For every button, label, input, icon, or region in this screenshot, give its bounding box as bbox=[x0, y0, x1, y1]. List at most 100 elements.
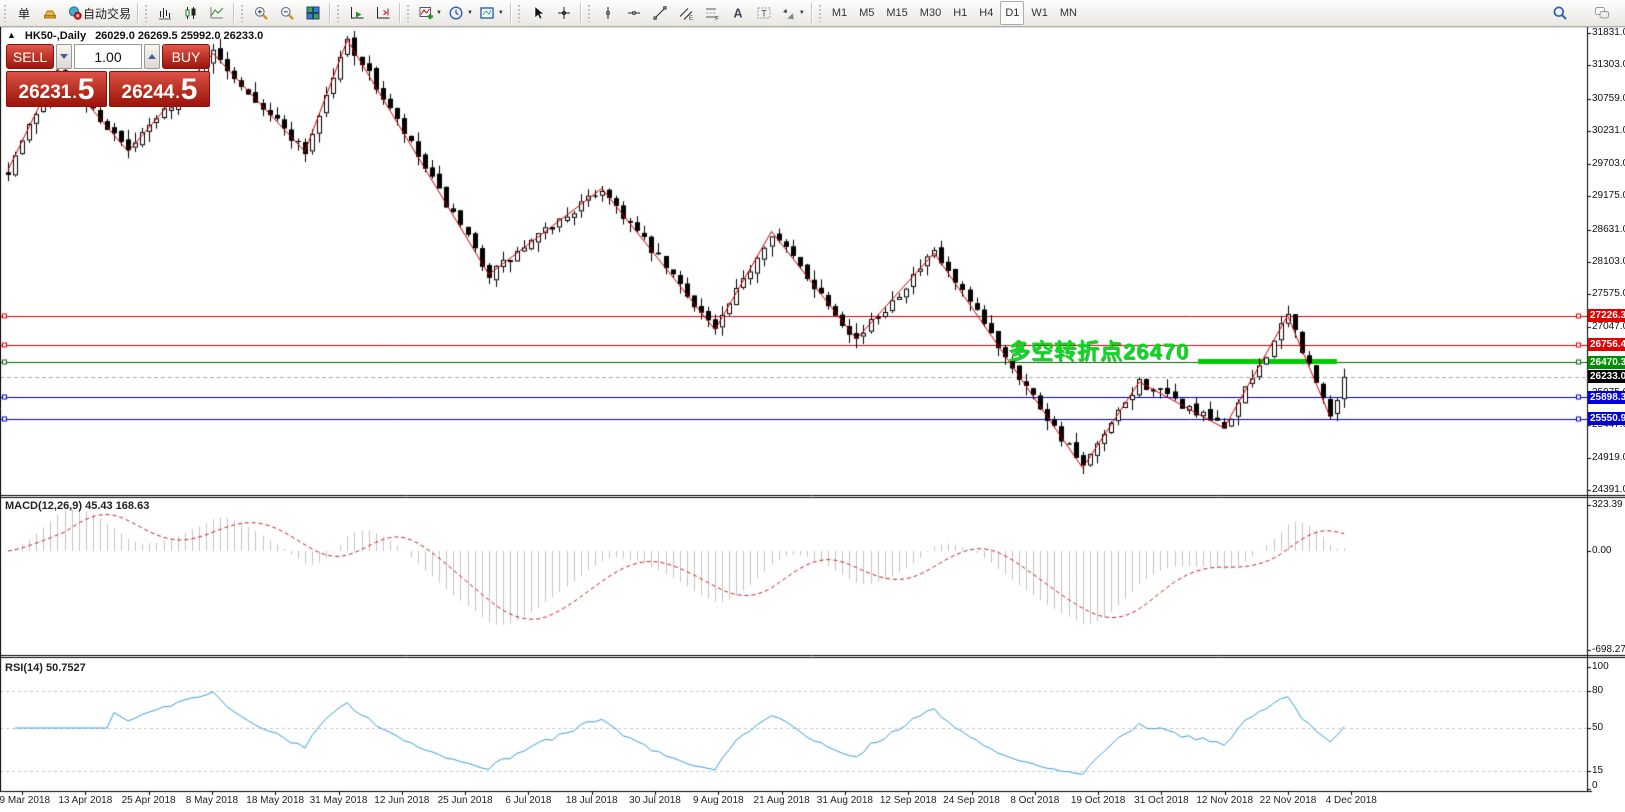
toolbar-grip[interactable] bbox=[144, 4, 149, 22]
zoom-in-button[interactable] bbox=[249, 3, 273, 23]
indicators-button[interactable]: ▼ bbox=[415, 3, 444, 23]
toolbar-grip[interactable] bbox=[406, 4, 411, 22]
toolbar-grip[interactable] bbox=[3, 4, 7, 22]
price-tick-label: 24919.0 bbox=[1592, 451, 1625, 463]
toolbar-grip[interactable] bbox=[516, 4, 521, 22]
chat-icon bbox=[1594, 5, 1611, 22]
toolbar-grip[interactable] bbox=[336, 4, 341, 22]
macd-tick-label: -698.27 bbox=[1592, 644, 1625, 656]
price-line-label[interactable]: 26756.4 bbox=[1588, 338, 1625, 351]
volume-increase-button[interactable] bbox=[144, 44, 160, 69]
gold-icon bbox=[42, 5, 59, 22]
vertical-line-button[interactable] bbox=[596, 3, 620, 23]
dropdown-arrow-icon[interactable]: ▼ bbox=[497, 10, 504, 16]
toolbar-right-group bbox=[1547, 3, 1615, 23]
volume-decrease-button[interactable] bbox=[56, 44, 72, 69]
price-tick-label: 30231.0 bbox=[1592, 125, 1625, 137]
timeframe-m30[interactable]: M30 bbox=[915, 1, 946, 25]
bar-chart-button[interactable] bbox=[153, 3, 177, 23]
buy-price-dec: 5 bbox=[180, 73, 198, 106]
auto-scroll-button[interactable] bbox=[345, 3, 369, 23]
buy-button[interactable]: BUY bbox=[162, 44, 210, 69]
timeframe-m1[interactable]: M1 bbox=[827, 1, 852, 25]
chart-shift-button[interactable] bbox=[371, 3, 395, 23]
fibonacci-icon: F bbox=[703, 5, 720, 22]
new-order-button-label: 单 bbox=[17, 6, 30, 21]
horizontal-line-button[interactable] bbox=[622, 3, 646, 23]
buy-price-dot: . bbox=[175, 85, 180, 102]
dropdown-arrow-icon[interactable]: ▼ bbox=[466, 10, 473, 16]
triangle-up-icon bbox=[148, 54, 156, 59]
tile-windows-button[interactable] bbox=[301, 3, 325, 23]
price-tick-label: 29175.0 bbox=[1592, 190, 1625, 202]
text-label-button[interactable]: T bbox=[752, 3, 776, 23]
indicators-icon bbox=[417, 5, 434, 22]
turning-point-annotation[interactable]: 多空转折点26470 bbox=[1008, 339, 1190, 364]
buy-price-display[interactable]: 26244 . 5 bbox=[109, 71, 210, 107]
chart-title: HK50-,Daily bbox=[24, 30, 87, 42]
price-line-label[interactable]: 25898.3 bbox=[1588, 391, 1625, 404]
price-line-label[interactable]: 26470.3 bbox=[1588, 356, 1625, 369]
price-tick-label: 29703.0 bbox=[1592, 157, 1625, 169]
price-line-label[interactable]: 27226.3 bbox=[1588, 309, 1625, 322]
line-chart-icon bbox=[209, 5, 226, 22]
date-label: 31 May 2018 bbox=[309, 795, 368, 806]
toolbar-grip[interactable] bbox=[586, 4, 591, 22]
timeframe-w1[interactable]: W1 bbox=[1026, 1, 1053, 25]
search-button[interactable] bbox=[1548, 3, 1572, 23]
timeframe-m1-label: M1 bbox=[831, 7, 848, 19]
candlestick-chart-button[interactable] bbox=[179, 3, 203, 23]
date-label: 25 Apr 2018 bbox=[121, 795, 176, 806]
zoom-in-icon bbox=[253, 5, 270, 22]
dropdown-arrow-icon[interactable]: ▼ bbox=[436, 10, 442, 16]
text-button[interactable]: A bbox=[726, 3, 750, 23]
sell-button[interactable]: SELL bbox=[6, 44, 54, 69]
zoom-out-button[interactable] bbox=[275, 3, 299, 23]
price-tick-label: 31831.0 bbox=[1592, 27, 1625, 38]
rsi-tick-label: 100 bbox=[1592, 660, 1609, 672]
date-label: 4 Dec 2018 bbox=[1325, 795, 1377, 806]
trendline-button[interactable] bbox=[648, 3, 672, 23]
macd-tick-label: 323.39 bbox=[1592, 499, 1623, 511]
date-label: 9 Aug 2018 bbox=[692, 795, 744, 806]
svg-text:T: T bbox=[761, 9, 767, 19]
timeframe-m5[interactable]: M5 bbox=[854, 1, 879, 25]
date-label: 21 Aug 2018 bbox=[753, 795, 810, 806]
current-price-label[interactable]: 26233.0 bbox=[1588, 370, 1625, 383]
volume-input[interactable]: 1.00 bbox=[74, 44, 142, 69]
sell-price-display[interactable]: 26231 . 5 bbox=[6, 71, 107, 107]
price-line-label[interactable]: 25550.9 bbox=[1588, 412, 1625, 425]
sell-price-dec: 5 bbox=[77, 73, 95, 106]
timeframe-m15[interactable]: M15 bbox=[881, 1, 912, 25]
timeframe-h4[interactable]: H4 bbox=[974, 1, 998, 25]
toolbar-separator bbox=[509, 3, 511, 23]
periods-button[interactable]: ▼ bbox=[446, 3, 475, 23]
autotrade-button-label: 自动交易 bbox=[83, 6, 132, 21]
collapse-icon[interactable]: ▲ bbox=[7, 30, 16, 40]
fibonacci-button[interactable]: F bbox=[700, 3, 724, 23]
arrows-button[interactable]: ▼ bbox=[778, 3, 807, 23]
timeframe-mn[interactable]: MN bbox=[1055, 1, 1082, 25]
rsi-tick-label: 0 bbox=[1592, 780, 1598, 791]
timeframe-mn-label: MN bbox=[1059, 7, 1077, 19]
crosshair-button[interactable] bbox=[552, 3, 576, 23]
templates-button[interactable]: ▼ bbox=[477, 3, 506, 23]
template-icon bbox=[479, 5, 496, 22]
toolbar-grip[interactable] bbox=[240, 4, 245, 22]
date-label: 12 Jun 2018 bbox=[374, 795, 430, 806]
cursor-button[interactable] bbox=[526, 3, 550, 23]
dropdown-arrow-icon[interactable]: ▼ bbox=[798, 10, 805, 16]
chat-button[interactable] bbox=[1590, 3, 1614, 23]
channel-button[interactable]: E bbox=[674, 3, 698, 23]
new-order-button[interactable]: 单 bbox=[12, 3, 36, 23]
text-icon: A bbox=[729, 5, 746, 22]
vertical-line-icon bbox=[599, 5, 616, 22]
timeframe-d1[interactable]: D1 bbox=[1000, 1, 1025, 25]
line-chart-button[interactable] bbox=[205, 3, 229, 23]
gold-button[interactable] bbox=[38, 3, 62, 23]
toolbar-grip[interactable] bbox=[817, 4, 822, 22]
timeframe-h1[interactable]: H1 bbox=[948, 1, 972, 25]
autotrade-button[interactable]: 自动交易 bbox=[64, 3, 133, 23]
